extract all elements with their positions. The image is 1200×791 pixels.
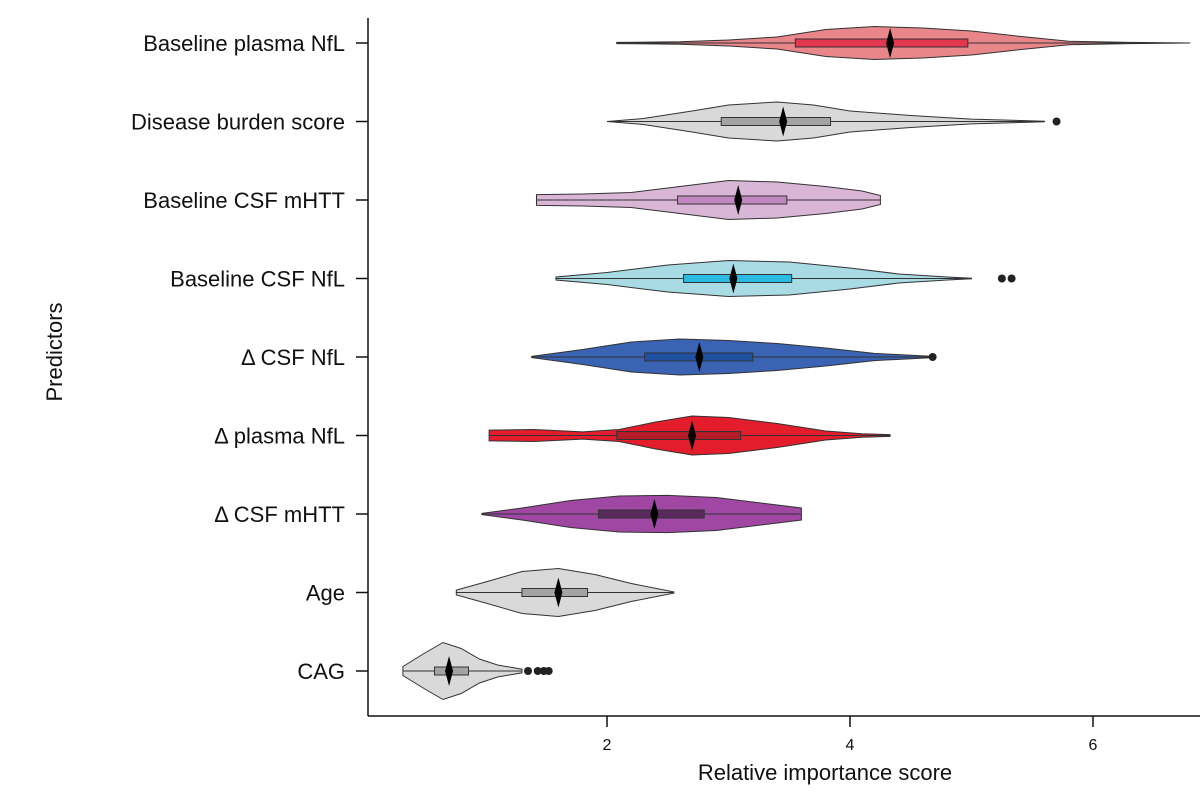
violin-group [455, 567, 675, 618]
outlier-point [533, 667, 542, 675]
x-axis-title: Relative importance score [698, 760, 952, 785]
violin-group [616, 25, 1191, 61]
iqr-box [794, 38, 969, 48]
violin-group [531, 338, 937, 376]
y-tick-label: Baseline CSF NfL [170, 267, 345, 292]
iqr-box [683, 274, 793, 283]
y-tick-label: Baseline CSF mHTT [143, 188, 345, 213]
y-axis-title: Predictors [42, 302, 67, 401]
median-marker [734, 185, 743, 215]
iqr-box [616, 431, 742, 440]
iqr-box [676, 195, 788, 205]
x-ticks: 2 4 6 [603, 716, 1098, 754]
violin-group [488, 415, 891, 456]
iqr-box [720, 117, 832, 126]
median-marker [779, 106, 788, 137]
y-tick-label: Δ CSF NfL [241, 345, 345, 370]
median-marker [695, 342, 704, 372]
outlier-point [1052, 117, 1061, 126]
y-tick-label: Δ CSF mHTT [214, 502, 345, 527]
median-marker [445, 656, 454, 686]
violins-layer [402, 25, 1191, 701]
violin-group [536, 179, 881, 221]
x-tick-label: 4 [846, 737, 855, 754]
y-tick-label: Age [306, 581, 345, 606]
violin-group [555, 259, 1016, 298]
median-marker [886, 28, 895, 58]
y-tick-label: CAG [297, 659, 345, 684]
outlier-point [928, 353, 937, 361]
outlier-point [544, 667, 553, 675]
violin-group [606, 101, 1061, 142]
median-marker [729, 263, 738, 294]
outlier-point [997, 274, 1006, 283]
y-tick-label: Δ plasma NfL [214, 424, 345, 449]
x-tick-label: 2 [603, 737, 612, 754]
outlier-point [1007, 274, 1016, 283]
median-marker [554, 577, 563, 608]
median-marker [650, 499, 659, 529]
outlier-point [524, 667, 533, 675]
y-tick-label: Disease burden score [131, 110, 345, 135]
violin-group [481, 494, 802, 534]
violin-group [402, 641, 553, 701]
y-tick-label: Baseline plasma NfL [143, 31, 345, 56]
y-ticks: Baseline plasma NfL Disease burden score B… [131, 31, 368, 684]
median-marker [688, 420, 697, 451]
x-tick-label: 6 [1089, 737, 1098, 754]
